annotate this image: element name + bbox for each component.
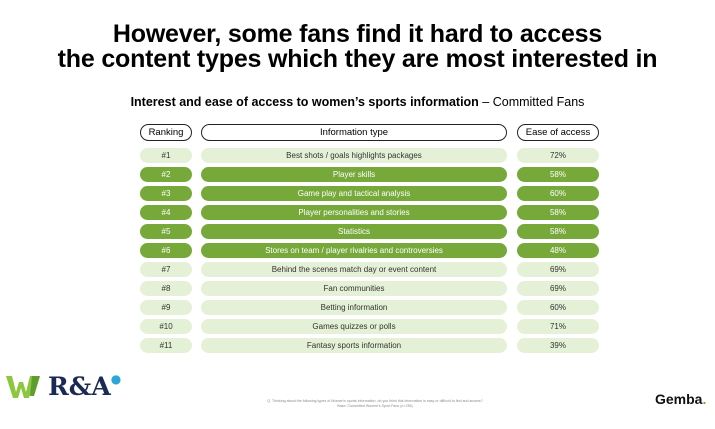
- title-line-2: the content types which they are most in…: [57, 45, 658, 73]
- page-title: However, some fans find it hard to acces…: [0, 22, 715, 72]
- subtitle-rest: – Committed Fans: [478, 95, 585, 109]
- rank-cell: #5: [140, 224, 192, 239]
- ease-cell: 58%: [517, 167, 599, 182]
- table-row: #3 Game play and tactical analysis 60%: [0, 186, 715, 201]
- table-row: #9 Betting information 60%: [0, 300, 715, 315]
- info-type-cell: Game play and tactical analysis: [201, 186, 507, 201]
- rank-cell: #4: [140, 205, 192, 220]
- header-ease-of-access: Ease of access: [517, 124, 599, 141]
- table-row: #6 Stores on team / player rivalries and …: [0, 243, 715, 258]
- rank-cell: #7: [140, 262, 192, 277]
- info-type-cell: Stores on team / player rivalries and co…: [201, 243, 507, 258]
- w-logo-icon: [6, 376, 40, 398]
- rank-cell: #6: [140, 243, 192, 258]
- info-type-cell: Behind the scenes match day or event con…: [201, 262, 507, 277]
- info-type-cell: Player personalities and stories: [201, 205, 507, 220]
- ease-cell: 69%: [517, 262, 599, 277]
- rank-cell: #8: [140, 281, 192, 296]
- table-row: #1 Best shots / goals highlights packages…: [0, 148, 715, 163]
- table-row: #11 Fantasy sports information 39%: [0, 338, 715, 353]
- info-type-cell: Fantasy sports information: [201, 338, 507, 353]
- rank-cell: #2: [140, 167, 192, 182]
- info-type-cell: Games quizzes or polls: [201, 319, 507, 334]
- table-row: #7 Behind the scenes match day or event c…: [0, 262, 715, 277]
- ra-logo: R&A●: [48, 372, 122, 401]
- info-type-cell: Statistics: [201, 224, 507, 239]
- subtitle-bold: Interest and ease of access to women’s s…: [130, 95, 479, 109]
- ease-cell: 48%: [517, 243, 599, 258]
- ease-cell: 58%: [517, 224, 599, 239]
- ease-cell: 60%: [517, 186, 599, 201]
- rank-cell: #10: [140, 319, 192, 334]
- ease-cell: 72%: [517, 148, 599, 163]
- info-type-cell: Best shots / goals highlights packages: [201, 148, 507, 163]
- footnote-base: Base: Committed Women's Sport Fans (n=78…: [337, 404, 413, 408]
- table-row: #4 Player personalities and stories 58%: [0, 205, 715, 220]
- ease-cell: 58%: [517, 205, 599, 220]
- rank-cell: #3: [140, 186, 192, 201]
- rank-cell: #1: [140, 148, 192, 163]
- rank-cell: #11: [140, 338, 192, 353]
- ease-cell: 71%: [517, 319, 599, 334]
- title-line-1: However, some fans find it hard to acces…: [112, 20, 603, 48]
- table-row: #2 Player skills 58%: [0, 167, 715, 182]
- gemba-logo: Gemba.: [655, 391, 707, 407]
- table-header: Ranking Information type Ease of access: [0, 124, 715, 141]
- footnote: Q. Thinking about the following types of…: [230, 399, 520, 409]
- info-type-cell: Betting information: [201, 300, 507, 315]
- header-ranking: Ranking: [140, 124, 192, 141]
- info-type-cell: Fan communities: [201, 281, 507, 296]
- ease-cell: 69%: [517, 281, 599, 296]
- ease-cell: 39%: [517, 338, 599, 353]
- rank-cell: #9: [140, 300, 192, 315]
- ease-cell: 60%: [517, 300, 599, 315]
- header-information-type: Information type: [201, 124, 507, 141]
- table-row: #10 Games quizzes or polls 71%: [0, 319, 715, 334]
- subtitle: Interest and ease of access to women’s s…: [0, 95, 715, 109]
- table-row: #5 Statistics 58%: [0, 224, 715, 239]
- info-type-cell: Player skills: [201, 167, 507, 182]
- table-row: #8 Fan communities 69%: [0, 281, 715, 296]
- footnote-question: Q. Thinking about the following types of…: [267, 399, 483, 403]
